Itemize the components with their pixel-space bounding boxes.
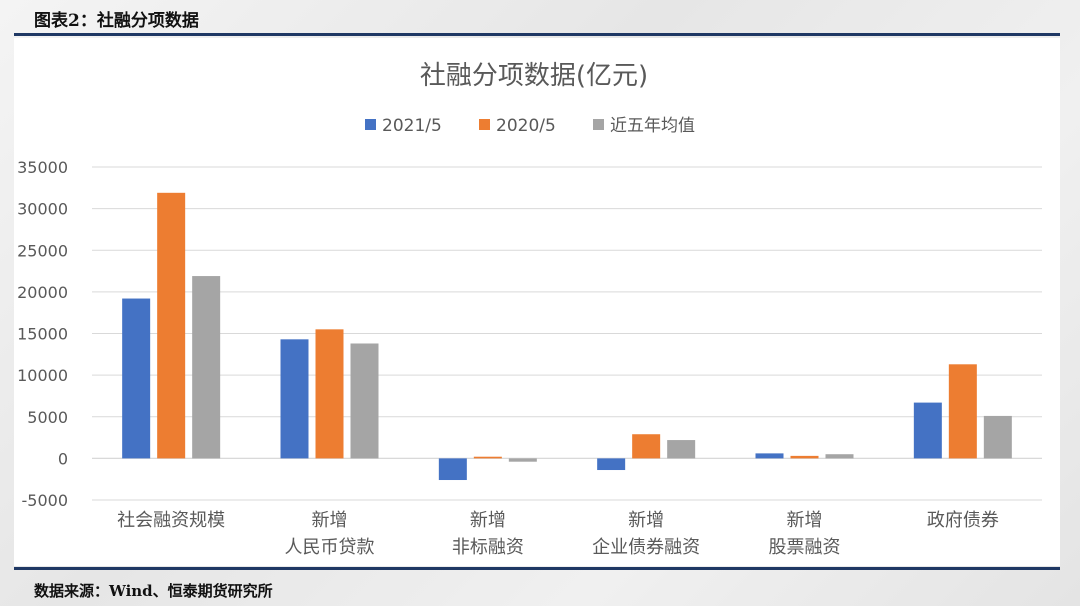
y-tick-label: 25000	[17, 241, 68, 260]
x-tick-label: 新增	[470, 510, 506, 531]
y-tick-label: 5000	[27, 408, 68, 427]
chart-frame: 社融分项数据(亿元) 2021/5 2020/5 近五年均值 35000 30000 2…	[14, 38, 1060, 566]
x-tick-label: 股票融资	[769, 537, 841, 558]
bar-3-6	[983, 415, 1012, 459]
bar-1-4	[597, 458, 626, 471]
bar-3-4	[667, 440, 696, 459]
x-tick-label: 社会融资规模	[117, 510, 225, 531]
y-tick-label: 10000	[17, 366, 68, 385]
bar-2-6	[948, 364, 977, 459]
legend-swatch-2	[479, 119, 490, 130]
bar-3-5	[825, 454, 854, 459]
bar-2-4	[632, 434, 661, 459]
chart-gridlines	[92, 166, 1042, 501]
bar-2-2	[315, 329, 344, 459]
x-tick-label: 政府债券	[927, 510, 999, 531]
y-tick-label: 35000	[17, 158, 68, 177]
chart-bars	[122, 192, 1012, 481]
y-tick-label: 0	[58, 449, 68, 468]
bar-2-5	[790, 455, 819, 459]
bar-3-3	[508, 458, 537, 462]
legend-label-2: 2020/5	[496, 116, 556, 136]
y-axis: 35000 30000 25000 20000 15000 10000 5000 0 -5000	[17, 158, 68, 510]
legend-label-1: 2021/5	[382, 116, 442, 136]
y-tick-label: 30000	[17, 200, 68, 219]
bar-chart: 社融分项数据(亿元) 2021/5 2020/5 近五年均值 35000 30000 2…	[17, 61, 1042, 558]
legend-label-3: 近五年均值	[610, 116, 695, 136]
legend-swatch-3	[593, 119, 604, 130]
bar-3-2	[350, 343, 379, 459]
bar-1-6	[913, 402, 942, 459]
bar-1-5	[755, 453, 784, 459]
bar-1-1	[122, 298, 151, 459]
x-tick-label: 人民币贷款	[285, 537, 375, 558]
bottom-rule	[14, 567, 1060, 570]
x-tick-label: 非标融资	[452, 537, 524, 558]
figure-caption: 图表2：社融分项数据	[34, 11, 199, 31]
chart-title: 社融分项数据(亿元)	[420, 61, 648, 91]
x-tick-label: 新增	[628, 510, 664, 531]
top-rule	[14, 33, 1060, 36]
x-tick-label: 新增	[787, 510, 823, 531]
bar-1-2	[280, 339, 309, 459]
chart-legend: 2021/5 2020/5 近五年均值	[365, 116, 695, 136]
bar-2-3	[473, 456, 502, 459]
source-note: 数据来源：Wind、恒泰期货研究所	[34, 582, 273, 600]
bar-3-1	[192, 276, 221, 459]
bar-1-3	[438, 458, 467, 481]
x-tick-label: 企业债券融资	[592, 537, 700, 558]
y-tick-label: 15000	[17, 325, 68, 344]
x-tick-label: 新增	[312, 510, 348, 531]
legend-swatch-1	[365, 119, 376, 130]
y-tick-label: 20000	[17, 283, 68, 302]
bar-2-1	[157, 192, 186, 459]
y-tick-label: -5000	[22, 491, 69, 510]
